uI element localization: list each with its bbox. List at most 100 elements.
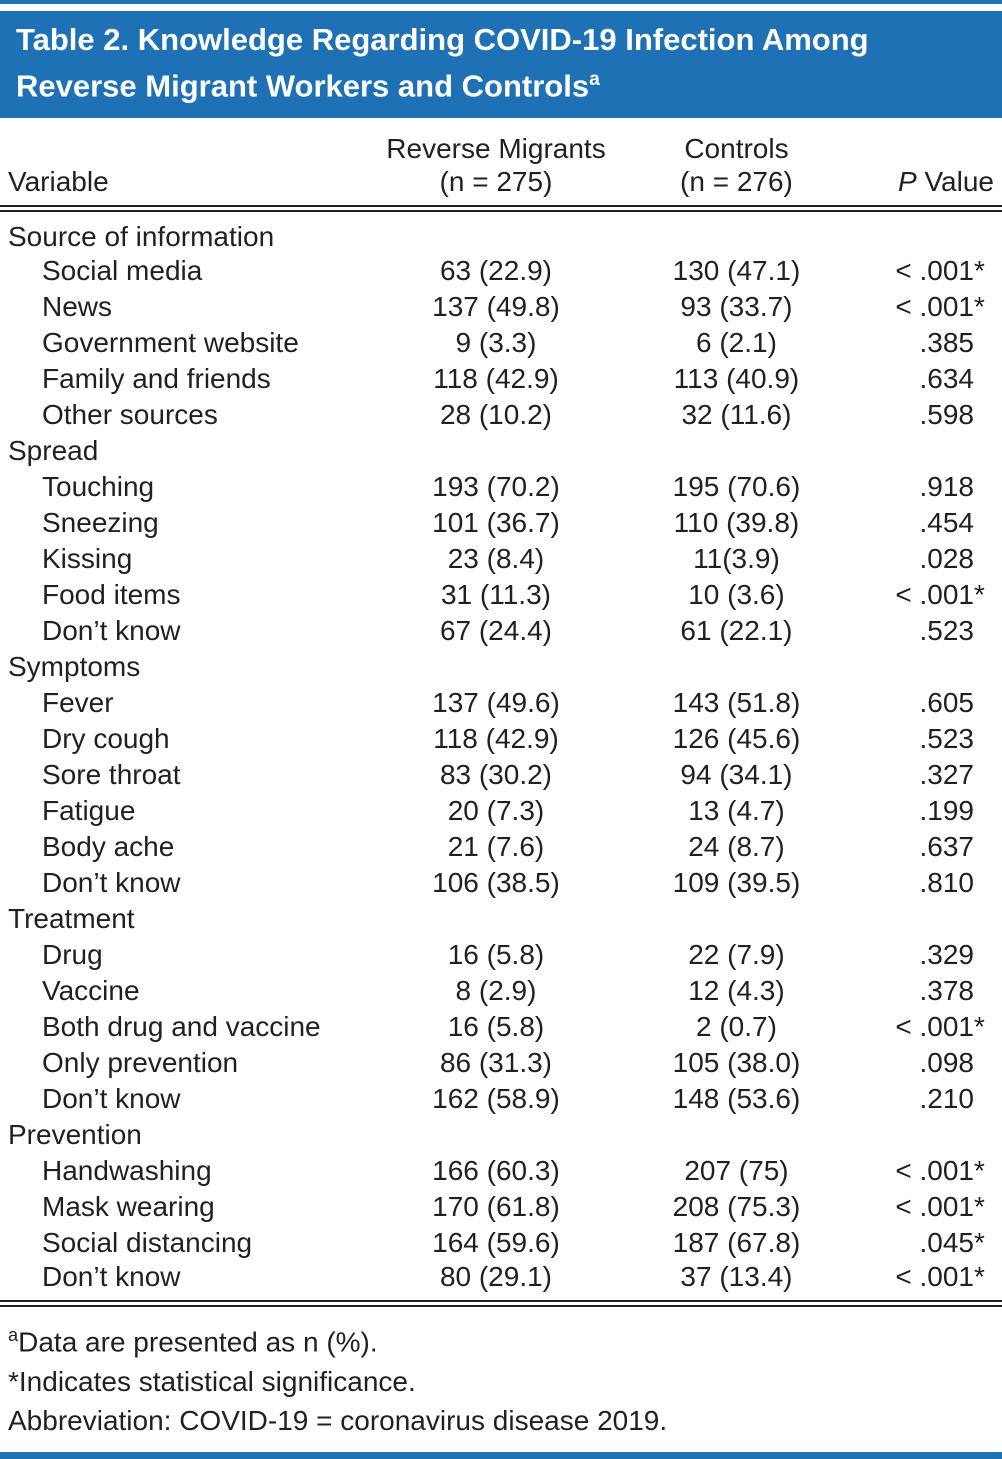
row-label: Mask wearing	[42, 1191, 215, 1223]
p-value: < .001*	[852, 1009, 1002, 1045]
row-label: Government website	[42, 327, 299, 359]
reverse-migrants-value: 28 (10.2)	[439, 399, 553, 431]
p-value: .329	[852, 937, 1002, 973]
p-value: < .001*	[852, 289, 1002, 325]
table-row: Sneezing 101 (36.7) 110 (39.8) .454	[0, 505, 1002, 541]
p-value: .378	[852, 973, 1002, 1009]
footnotes: aData are presented as n (%). *Indicates …	[0, 1307, 1002, 1445]
reverse-migrants-value: 86 (31.3)	[439, 1047, 553, 1079]
reverse-migrants-value: 31 (11.3)	[440, 579, 551, 611]
controls-value: 93 (33.7)	[680, 291, 793, 323]
significance-asterisk: *	[974, 1011, 985, 1043]
p-value-number: .634	[919, 363, 975, 395]
row-label: Food items	[42, 579, 181, 611]
p-value-number: .523	[919, 723, 975, 755]
table-title-text: Knowledge Regarding COVID-19 Infection A…	[16, 22, 869, 104]
reverse-migrants-value: 9 (3.3)	[455, 327, 537, 359]
controls-value: 11(3.9)	[693, 543, 780, 575]
p-value-number: < .001	[895, 579, 974, 611]
table-row: Fatigue 20 (7.3) 13 (4.7) .199	[0, 793, 1002, 829]
bottom-rule	[0, 1452, 1002, 1459]
p-value-number: .454	[919, 507, 975, 539]
column-header-reverse-migrants: Reverse Migrants (n = 275)	[370, 118, 622, 213]
p-value-number: .385	[919, 327, 975, 359]
row-label: Body ache	[42, 831, 175, 863]
reverse-migrants-value: 83 (30.2)	[439, 759, 553, 791]
row-label: Sore throat	[42, 759, 181, 791]
row-label: Don’t know	[42, 615, 181, 647]
row-label: Vaccine	[42, 975, 140, 1007]
row-label: Both drug and vaccine	[42, 1011, 321, 1043]
row-label: Dry cough	[42, 723, 170, 755]
p-value-number: < .001	[895, 291, 974, 323]
controls-value: 207 (75)	[684, 1155, 789, 1187]
p-value: .454	[852, 505, 1002, 541]
row-label: Fever	[42, 687, 114, 719]
row-label: Touching	[42, 471, 155, 503]
controls-value: 105 (38.0)	[672, 1047, 801, 1079]
table-row: Only prevention 86 (31.3) 105 (38.0) .098	[0, 1045, 1002, 1081]
row-label: Kissing	[42, 543, 133, 575]
p-value-number: < .001	[895, 1261, 974, 1293]
controls-value: 13 (4.7)	[688, 795, 785, 827]
table-row: Kissing 23 (8.4) 11(3.9) .028	[0, 541, 1002, 577]
reverse-migrants-value: 16 (5.8)	[447, 1011, 545, 1043]
reverse-migrants-value: 20 (7.3)	[447, 795, 545, 827]
p-value: .098	[852, 1045, 1002, 1081]
significance-asterisk: *	[974, 1261, 985, 1293]
p-value-number: .098	[919, 1047, 975, 1079]
significance-asterisk: *	[974, 291, 985, 323]
section-row: Symptoms	[0, 649, 1002, 685]
reverse-migrants-value: 118 (42.9)	[433, 723, 559, 755]
p-value: .045*	[852, 1225, 1002, 1261]
row-label: Only prevention	[42, 1047, 239, 1079]
table-row: Family and friends 118 (42.9) 113 (40.9) .6…	[0, 361, 1002, 397]
column-header-label: Controls	[684, 133, 789, 165]
row-label: Don’t know	[42, 1083, 181, 1115]
p-value-number: .329	[919, 939, 975, 971]
top-rule	[0, 0, 1002, 4]
column-header-label: Variable	[8, 166, 109, 198]
significance-asterisk: *	[974, 1191, 985, 1223]
p-value: .327	[852, 757, 1002, 793]
p-value: .523	[852, 613, 1002, 649]
p-value-number: .637	[919, 831, 975, 863]
p-value: .523	[852, 721, 1002, 757]
controls-value: 22 (7.9)	[688, 939, 785, 971]
table-row: Food items 31 (11.3) 10 (3.6) < .001*	[0, 577, 1002, 613]
row-label: Fatigue	[42, 795, 136, 827]
p-value: .810	[852, 865, 1002, 901]
table-body: Source of information Social media 63 (22.…	[0, 209, 1002, 1308]
section-header: Prevention	[8, 1119, 142, 1151]
p-value: .210	[852, 1081, 1002, 1117]
table-row: Don’t know 80 (29.1) 37 (13.4) < .001*	[0, 1261, 1002, 1308]
p-value-number: .210	[919, 1083, 975, 1115]
reverse-migrants-value: 67 (24.4)	[439, 615, 553, 647]
table-row: Don’t know 162 (58.9) 148 (53.6) .210	[0, 1081, 1002, 1117]
column-header-p-value: P Value	[851, 118, 1002, 213]
controls-value: 37 (13.4)	[621, 1261, 852, 1308]
reverse-migrants-value: 8 (2.9)	[455, 975, 537, 1007]
section-row: Spread	[0, 433, 1002, 469]
reverse-migrants-value: 162 (58.9)	[432, 1083, 560, 1115]
table-row: Vaccine 8 (2.9) 12 (4.3) .378	[0, 973, 1002, 1009]
reverse-migrants-value: 21 (7.6)	[447, 831, 545, 863]
column-header-variable: Variable	[0, 118, 371, 213]
controls-value: 12 (4.3)	[688, 975, 785, 1007]
p-value-number: < .001	[895, 1191, 974, 1223]
p-value-number: .605	[919, 687, 975, 719]
table-row: Touching 193 (70.2) 195 (70.6) .918	[0, 469, 1002, 505]
table-row: Mask wearing 170 (61.8) 208 (75.3) < .001*	[0, 1189, 1002, 1225]
column-header-controls: Controls (n = 276)	[621, 118, 852, 213]
reverse-migrants-value: 106 (38.5)	[432, 867, 560, 899]
p-value-number: < .001	[895, 1011, 974, 1043]
table-row: Sore throat 83 (30.2) 94 (34.1) .327	[0, 757, 1002, 793]
row-label: Drug	[42, 939, 103, 971]
controls-value: 195 (70.6)	[672, 471, 801, 503]
p-value-number: < .001	[895, 1155, 974, 1187]
column-header-n: (n = 276)	[680, 166, 793, 198]
controls-value: 10 (3.6)	[688, 579, 785, 611]
p-value: .918	[852, 469, 1002, 505]
significance-asterisk: *	[974, 1155, 985, 1187]
controls-value: 113 (40.9)	[673, 363, 800, 395]
